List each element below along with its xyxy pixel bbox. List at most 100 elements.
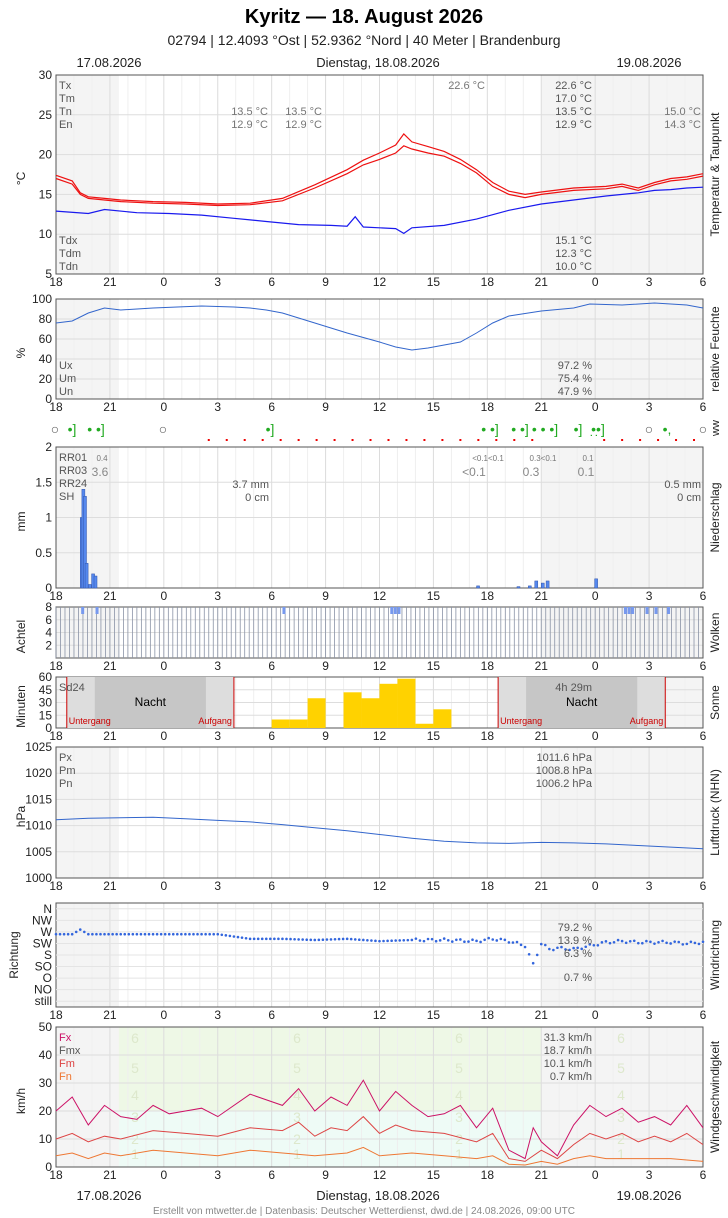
precip-bar xyxy=(476,585,480,589)
panel-frame xyxy=(55,74,704,275)
date-center: Dienstag, 18.08.2026 xyxy=(316,55,440,70)
x-tick-label: 15 xyxy=(427,659,441,673)
beaufort-number: 3 xyxy=(293,1109,301,1125)
direction-point xyxy=(78,928,82,931)
y-tick-label: 1025 xyxy=(25,740,52,754)
direction-point xyxy=(426,937,430,941)
y-axis-label: Richtung xyxy=(7,931,21,978)
legend-label: RR24 xyxy=(59,478,87,490)
direction-point xyxy=(600,941,604,944)
rain-dot xyxy=(315,439,318,441)
precip-bar xyxy=(88,584,92,589)
rain-dot xyxy=(477,439,480,441)
y-tick-label: 0 xyxy=(45,1160,52,1174)
value-label: 18.7 km/h xyxy=(544,1045,592,1057)
x-tick-label: 0 xyxy=(592,400,599,414)
direction-point xyxy=(216,932,220,936)
x-tick-label: 18 xyxy=(481,589,495,603)
direction-point xyxy=(317,938,321,942)
beaufort-number: 1 xyxy=(455,1146,463,1162)
x-tick-label: 21 xyxy=(535,1168,549,1182)
x-tick-label: 3 xyxy=(646,275,653,289)
direction-point xyxy=(131,932,135,936)
x-tick-label: 21 xyxy=(103,879,117,893)
value-label: 22.6 °C xyxy=(448,80,485,92)
direction-point xyxy=(281,937,284,941)
direction-point xyxy=(111,932,114,936)
direction-point xyxy=(70,932,74,936)
y-tick-label: 25 xyxy=(39,108,53,122)
x-tick-label: 6 xyxy=(268,589,275,603)
direction-point xyxy=(580,947,583,951)
beaufort-number: 6 xyxy=(617,1030,625,1046)
direction-point xyxy=(155,932,159,936)
direction-point xyxy=(438,939,442,942)
x-tick-label: 0 xyxy=(592,1008,599,1022)
direction-point xyxy=(252,937,256,941)
y-tick-label: 15 xyxy=(39,187,53,201)
direction-point xyxy=(604,940,608,943)
direction-point xyxy=(293,937,296,941)
beaufort-number: 5 xyxy=(455,1060,463,1076)
x-tick-label: 3 xyxy=(214,1008,221,1022)
y-tick-label: 60 xyxy=(39,670,53,684)
x-tick-label: 18 xyxy=(481,659,495,673)
x-tick-label: 3 xyxy=(646,1008,653,1022)
direction-point xyxy=(564,948,567,951)
x-tick-label: 18 xyxy=(481,1008,495,1022)
x-tick-label: 21 xyxy=(103,659,117,673)
value-label: 31.3 km/h xyxy=(544,1032,592,1044)
x-tick-label: 21 xyxy=(103,400,117,414)
value-label: 10.0 °C xyxy=(555,261,592,273)
direction-point xyxy=(321,938,325,941)
direction-point xyxy=(143,932,147,936)
value-label: 1011.6 hPa xyxy=(537,752,593,764)
direction-point xyxy=(176,932,179,936)
x-tick-label: 21 xyxy=(535,729,549,743)
direction-point xyxy=(180,932,183,936)
weather-symbol: ○ xyxy=(699,421,707,437)
direction-point xyxy=(677,940,681,944)
y-tick-label: 10 xyxy=(39,227,53,241)
direction-point xyxy=(163,932,167,936)
direction-point xyxy=(224,934,228,937)
legend-label: Tdm xyxy=(59,248,81,260)
direction-point xyxy=(628,939,632,943)
direction-point xyxy=(616,938,620,942)
x-tick-label: 9 xyxy=(322,589,329,603)
direction-point xyxy=(422,939,426,943)
direction-point xyxy=(159,932,163,936)
x-tick-label: 12 xyxy=(373,659,387,673)
direction-point xyxy=(171,932,175,936)
sunshine-bar xyxy=(379,683,398,728)
direction-point xyxy=(362,938,365,942)
direction-point xyxy=(353,938,357,941)
direction-point xyxy=(689,940,693,944)
x-tick-label: 18 xyxy=(49,275,63,289)
x-tick-label: 18 xyxy=(481,729,495,743)
y-tick-label: 10 xyxy=(39,1132,53,1146)
x-tick-label: 18 xyxy=(49,729,63,743)
direction-point xyxy=(669,942,672,945)
precip-bar xyxy=(594,578,598,589)
direction-point xyxy=(99,932,102,936)
direction-point xyxy=(285,937,288,941)
y-axis-label: hPa xyxy=(14,806,28,828)
direction-point xyxy=(256,937,260,941)
beaufort-number: 4 xyxy=(455,1087,463,1103)
direction-point xyxy=(248,937,252,941)
value-label: 0.7 km/h xyxy=(550,1071,592,1083)
legend-label: Um xyxy=(59,373,76,385)
direction-point xyxy=(54,932,58,936)
night-shade xyxy=(541,1027,703,1167)
direction-point xyxy=(665,941,668,945)
page-title: Kyritz — 18. August 2026 xyxy=(244,6,484,28)
station-info: 02794 | 12.4093 °Ost | 52.9362 °Nord | 4… xyxy=(167,32,561,48)
direction-point xyxy=(487,936,490,940)
x-tick-label: 0 xyxy=(160,1008,167,1022)
x-tick-label: 3 xyxy=(646,1168,653,1182)
weather-symbol: ○ xyxy=(645,421,653,437)
rr03-small-label: 0.1 xyxy=(582,454,594,463)
panel-frame xyxy=(55,1026,704,1168)
direction-label: N xyxy=(43,902,52,916)
